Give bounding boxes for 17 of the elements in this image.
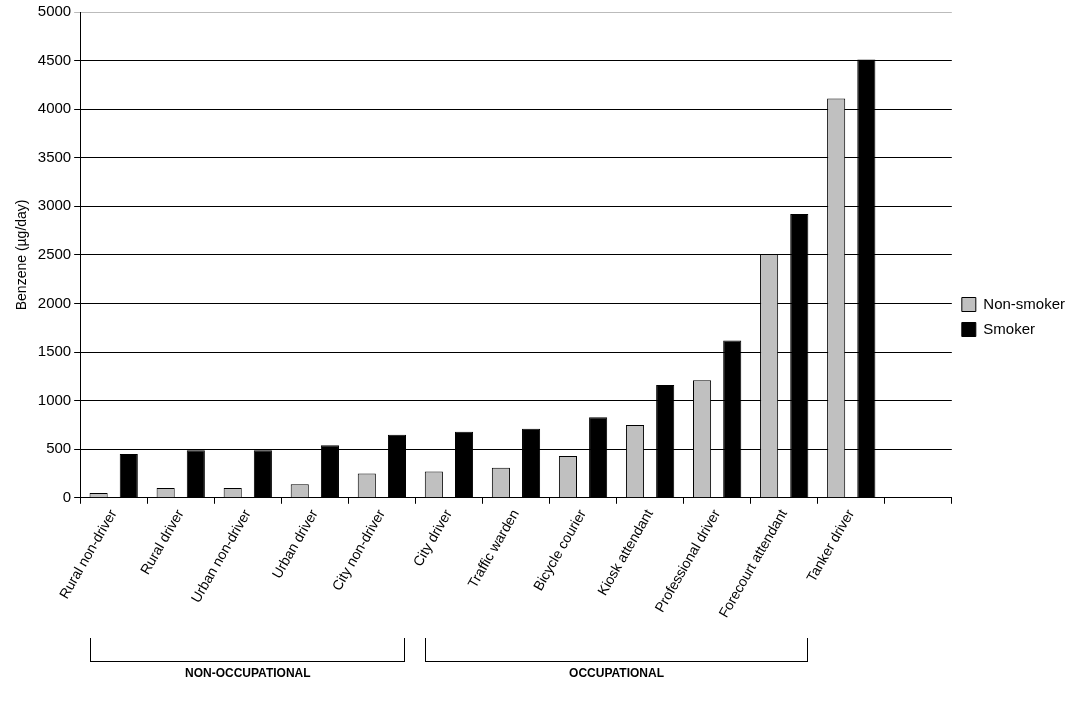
y-tick-label: 2000 [37,293,72,311]
text: NON-OCCUPATIONAL [184,666,312,680]
y-tick-label: 4000 [37,99,72,117]
y-tick-label: 4500 [37,50,72,68]
y-tick-label: 2500 [37,245,72,263]
y-tick-label: 3000 [37,196,72,214]
text: OCCUPATIONAL [568,666,665,680]
bar [119,454,138,498]
y-tick-label: 3500 [37,147,72,165]
y-axis-title: Benzene (µg/day) [13,199,30,311]
y-tick-label: 1000 [37,390,72,408]
legend-label: Non-smoker [983,294,1065,312]
y-tick-label: 0 [62,487,72,505]
y-tick-label: 500 [46,439,72,457]
y-tick-label: 1500 [37,342,72,360]
y-tick-label: 5000 [37,2,72,20]
legend-label: Smoker [983,319,1035,337]
